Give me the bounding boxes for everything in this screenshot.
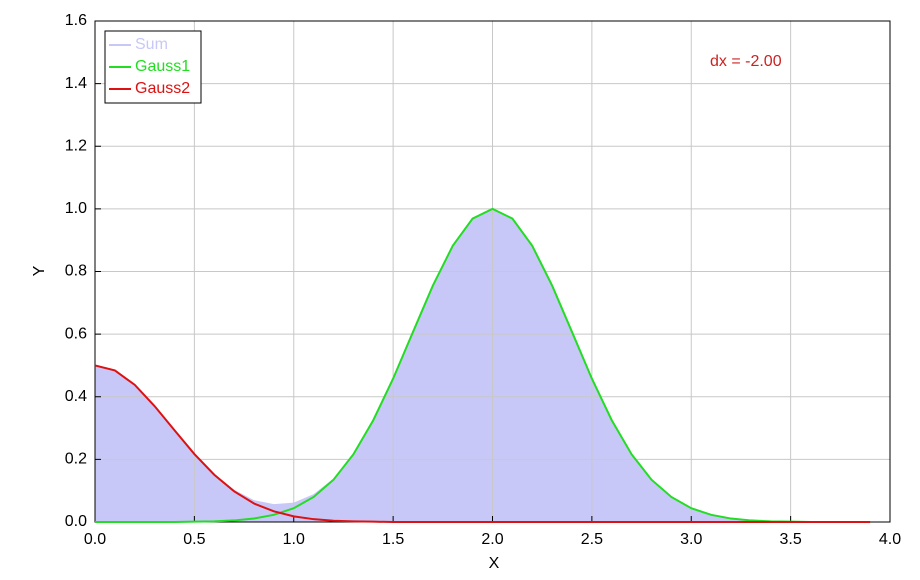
y-tick-label: 1.6	[65, 12, 87, 29]
x-tick-label: 3.5	[780, 531, 802, 548]
x-tick-label: 4.0	[879, 531, 901, 548]
y-tick-label: 0.4	[65, 388, 87, 405]
sum-area	[95, 208, 871, 522]
x-tick-label: 0.0	[84, 531, 106, 548]
legend-label: Sum	[135, 36, 168, 53]
x-axis-label: X	[489, 555, 500, 572]
x-tick-label: 3.0	[680, 531, 702, 548]
series-line	[94, 364, 871, 523]
legend-label: Gauss2	[135, 80, 190, 97]
y-tick-label: 1.0	[65, 200, 87, 217]
x-tick-label: 0.5	[183, 531, 205, 548]
y-axis-label: Y	[31, 265, 48, 276]
y-tick-label: 1.2	[65, 137, 87, 154]
y-tick-label: 1.4	[65, 75, 87, 92]
y-tick-label: 0.6	[65, 325, 87, 342]
legend-label: Gauss1	[135, 58, 190, 75]
annotation: dx = -2.00	[710, 53, 782, 70]
y-tick-label: 0.2	[65, 451, 87, 468]
x-tick-label: 1.5	[382, 531, 404, 548]
series-line	[95, 207, 871, 523]
x-tick-label: 1.0	[283, 531, 305, 548]
y-tick-label: 0.8	[65, 263, 87, 280]
x-tick-label: 2.0	[481, 531, 503, 548]
x-tick-label: 2.5	[581, 531, 603, 548]
y-tick-label: 0.0	[65, 513, 87, 530]
